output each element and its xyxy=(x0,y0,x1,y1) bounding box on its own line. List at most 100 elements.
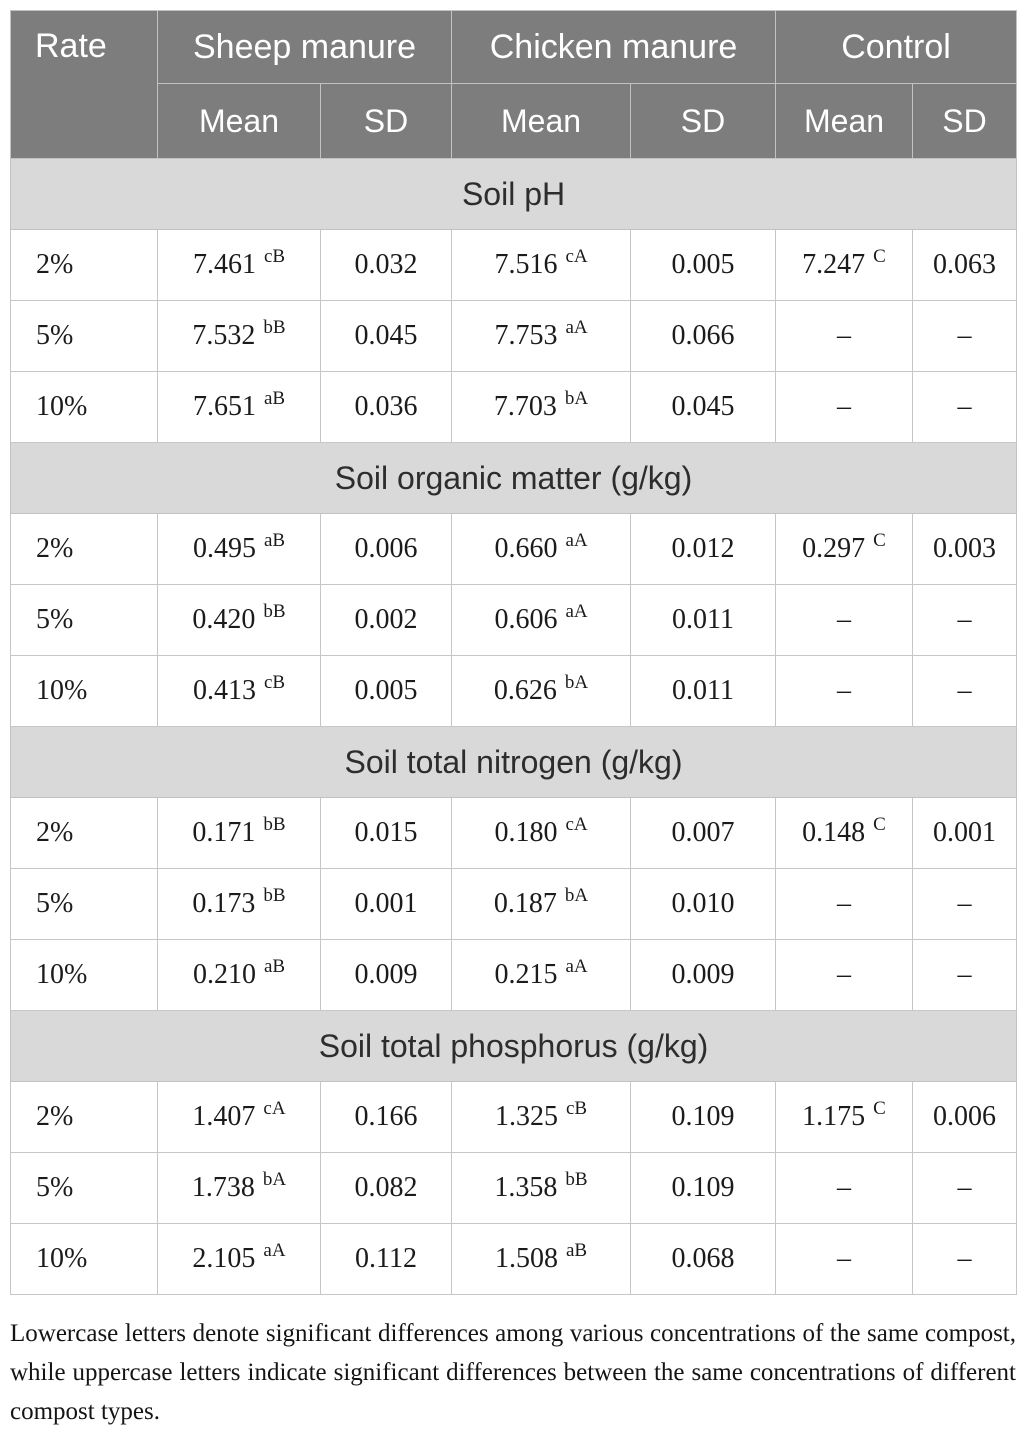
sheep-manure-sd-value: 0.045 xyxy=(319,300,453,372)
chicken-manure-sd-value: 0.109 xyxy=(630,1152,777,1224)
control-mean-value: – xyxy=(775,300,914,372)
significance-superscript: aA xyxy=(565,530,588,551)
table-row: 10% 2.105 aA 0.112 1.508 aB 0.068 – – xyxy=(10,1223,1018,1295)
table-row: 5% 0.420 bB 0.002 0.606 aA 0.011 – – xyxy=(10,584,1018,656)
mean-number: 7.532 xyxy=(192,320,256,351)
column-header-rate: Rate xyxy=(10,10,158,159)
table-row: 5% 0.173 bB 0.001 0.187 bA 0.010 – – xyxy=(10,868,1018,940)
column-header-control-sd: SD xyxy=(912,83,1018,159)
control-sd-value: – xyxy=(912,371,1018,443)
significance-superscript: aB xyxy=(565,1240,588,1261)
mean-number: 1.407 xyxy=(192,1101,256,1132)
rate-value: 5% xyxy=(10,584,158,656)
control-mean-value: – xyxy=(775,1152,914,1224)
section-row: Soil organic matter (g/kg) xyxy=(9,442,1018,514)
mean-number: 0.495 xyxy=(192,533,256,564)
rate-value: 10% xyxy=(10,1223,158,1295)
header-row-groups: Rate Sheep manure Chicken manure Control xyxy=(10,10,1018,159)
significance-superscript: cB xyxy=(263,672,286,693)
mean-number: 7.753 xyxy=(494,320,558,351)
mean-number: – xyxy=(837,959,852,990)
sheep-manure-sd-value: 0.006 xyxy=(319,513,453,585)
mean-number: 2.105 xyxy=(192,1243,256,1274)
significance-superscript: cB xyxy=(565,1098,588,1119)
mean-number: 0.660 xyxy=(494,533,558,564)
chicken-manure-sd-value: 0.066 xyxy=(630,300,777,372)
control-sd-value: – xyxy=(912,939,1018,1011)
significance-superscript: bB xyxy=(263,601,286,622)
control-mean-value: – xyxy=(775,655,914,727)
chicken-manure-mean-value: 0.626 bA xyxy=(451,655,632,727)
chicken-manure-sd-value: 0.010 xyxy=(630,868,777,940)
mean-number: – xyxy=(837,391,852,422)
table-row: 10% 0.413 cB 0.005 0.626 bA 0.011 – – xyxy=(10,655,1018,727)
mean-number: – xyxy=(837,604,852,635)
significance-superscript: bA xyxy=(564,885,589,906)
column-header-chicken-sd: SD xyxy=(630,83,777,159)
section-row: Soil pH xyxy=(9,158,1018,230)
significance-superscript: bA xyxy=(564,388,589,409)
mean-number: 0.413 xyxy=(192,675,256,706)
mean-number: – xyxy=(837,675,852,706)
rate-value: 2% xyxy=(10,513,158,585)
rate-value: 10% xyxy=(10,655,158,727)
sheep-manure-mean-value: 0.413 cB xyxy=(157,655,321,727)
chicken-manure-mean-value: 1.325 cB xyxy=(451,1081,632,1153)
sheep-manure-mean-value: 1.738 bA xyxy=(157,1152,321,1224)
significance-superscript: cB xyxy=(263,246,286,267)
table-header: Rate Sheep manure Chicken manure Control… xyxy=(10,10,1018,159)
sheep-manure-sd-value: 0.005 xyxy=(319,655,453,727)
significance-superscript: bB xyxy=(263,317,286,338)
mean-number: 0.297 xyxy=(802,533,866,564)
mean-number: 7.247 xyxy=(802,249,866,280)
sheep-manure-sd-value: 0.002 xyxy=(319,584,453,656)
chicken-manure-mean-value: 7.753 aA xyxy=(451,300,632,372)
sheep-manure-mean-value: 7.532 bB xyxy=(157,300,321,372)
sheep-manure-mean-value: 0.173 bB xyxy=(157,868,321,940)
mean-number: 0.420 xyxy=(192,604,256,635)
sheep-manure-mean-value: 1.407 cA xyxy=(157,1081,321,1153)
sheep-manure-mean-value: 7.651 aB xyxy=(157,371,321,443)
mean-number: – xyxy=(837,1243,852,1274)
mean-number: 0.148 xyxy=(802,817,866,848)
rate-value: 10% xyxy=(10,939,158,1011)
mean-number: 0.626 xyxy=(493,675,557,706)
column-header-chicken-mean: Mean xyxy=(451,83,632,159)
sheep-manure-sd-value: 0.009 xyxy=(319,939,453,1011)
significance-superscript: C xyxy=(873,246,886,267)
sheep-manure-mean-value: 0.495 aB xyxy=(157,513,321,585)
control-sd-value: – xyxy=(912,1152,1018,1224)
column-header-chicken-manure: Chicken manure xyxy=(451,10,777,84)
control-sd-value: – xyxy=(912,655,1018,727)
table-footnote: Lowercase letters denote significant dif… xyxy=(10,1320,1016,1425)
control-sd-value: 0.006 xyxy=(912,1081,1018,1153)
rate-value: 5% xyxy=(10,868,158,940)
significance-superscript: aA xyxy=(263,1240,286,1261)
control-mean-value: – xyxy=(775,1223,914,1295)
significance-superscript: C xyxy=(873,530,886,551)
chicken-manure-sd-value: 0.011 xyxy=(630,584,777,656)
chicken-manure-mean-value: 0.215 aA xyxy=(451,939,632,1011)
soil-properties-table: Rate Sheep manure Chicken manure Control… xyxy=(9,10,1018,1295)
control-mean-value: 7.247 C xyxy=(775,229,914,301)
table-row: 2% 0.495 aB 0.006 0.660 aA 0.012 0.297 C 0.003 xyxy=(10,513,1018,585)
table-body: Soil pH 2% 7.461 cB 0.032 7.516 cA 0.005 7.247 C 0… xyxy=(9,158,1018,1295)
mean-number: 0.187 xyxy=(493,888,557,919)
column-header-sheep-mean: Mean xyxy=(157,83,321,159)
rate-value: 2% xyxy=(10,797,158,869)
mean-number: 0.606 xyxy=(494,604,558,635)
chicken-manure-sd-value: 0.011 xyxy=(630,655,777,727)
control-sd-value: 0.001 xyxy=(912,797,1018,869)
table-row: 5% 7.532 bB 0.045 7.753 aA 0.066 – – xyxy=(10,300,1018,372)
chicken-manure-mean-value: 7.516 cA xyxy=(451,229,632,301)
significance-superscript: aB xyxy=(263,388,286,409)
column-header-sheep-sd: SD xyxy=(319,83,453,159)
table-row: 5% 1.738 bA 0.082 1.358 bB 0.109 – – xyxy=(10,1152,1018,1224)
section-title: Soil total nitrogen (g/kg) xyxy=(9,726,1018,798)
significance-superscript: cA xyxy=(263,1098,286,1119)
section-title: Soil pH xyxy=(9,158,1018,230)
chicken-manure-mean-value: 7.703 bA xyxy=(451,371,632,443)
section-title: Soil total phosphorus (g/kg) xyxy=(9,1010,1018,1082)
table-row: 2% 7.461 cB 0.032 7.516 cA 0.005 7.247 C 0.063 xyxy=(10,229,1018,301)
section-row: Soil total nitrogen (g/kg) xyxy=(9,726,1018,798)
